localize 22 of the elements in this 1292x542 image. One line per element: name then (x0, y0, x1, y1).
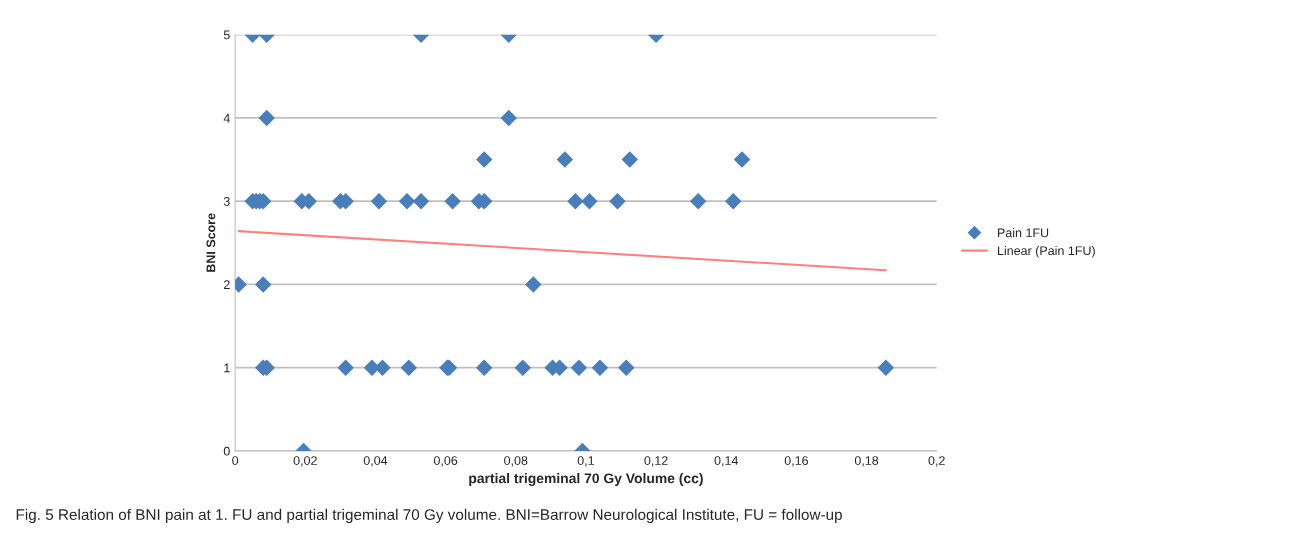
x-tick-label: 0 (232, 456, 239, 465)
x-axis-title: partial trigeminal 70 Gy Volume (cc) (469, 473, 703, 487)
y-tick-label: 5 (223, 30, 230, 40)
x-tick-label: 0,08 (504, 456, 528, 467)
x-tick-label: 0,02 (293, 456, 317, 467)
y-tick-label: 1 (224, 363, 230, 373)
x-tick-label: 0,06 (433, 456, 458, 467)
y-tick-label: 2 (223, 280, 230, 289)
y-axis-title: BNI Score (206, 213, 216, 272)
caption: Fig. 5 Relation of BNI pain at 1. FU and partial trigeminal 70 Gy volume. BNI=Barrow Neurological Institute, FU = follow-up (16, 508, 842, 524)
legend-label: Linear (Pain 1FU) (998, 245, 1095, 258)
x-tick-label: 0,2 (928, 456, 945, 467)
x-tick-label: 0,1 (577, 456, 594, 467)
y-tick-label: 4 (223, 113, 230, 123)
legend-label: Pain 1FU (998, 228, 1049, 238)
x-tick-label: 0,04 (363, 456, 388, 467)
x-tick-label: 0,18 (854, 456, 879, 467)
y-tick-label: 3 (223, 196, 230, 206)
y-tick-label: 0 (223, 446, 230, 456)
x-tick-label: 0,12 (644, 456, 668, 467)
x-tick-label: 0,14 (714, 456, 739, 467)
x-tick-label: 0,16 (784, 456, 808, 467)
